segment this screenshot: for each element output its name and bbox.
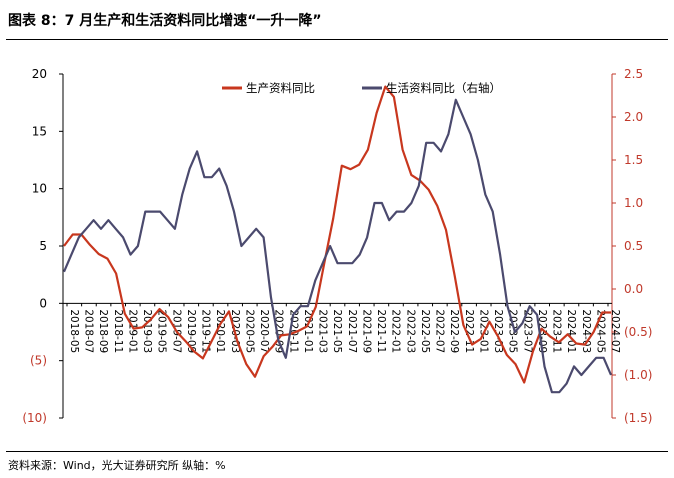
right-axis-tick-label: 1.5	[624, 153, 643, 167]
legend: 生产资料同比 生活资料同比（右轴）	[222, 81, 501, 95]
x-axis-tick-label: 2024-01	[565, 309, 577, 353]
x-axis-tick-label: 2019-01	[126, 309, 138, 353]
x-axis-tick-label: 2019-03	[141, 309, 153, 353]
x-axis-tick-label: 2019-05	[156, 309, 168, 353]
right-axis-tick-label: 2.5	[624, 67, 643, 81]
x-axis-tick-label: 2022-07	[434, 309, 446, 353]
x-axis-tick-label: 2022-05	[419, 309, 431, 353]
title-divider	[6, 39, 668, 40]
x-axis-tick-label: 2022-03	[404, 309, 416, 353]
x-axis-tick-label: 2021-05	[331, 309, 343, 353]
x-axis-labels: 2018-05 2018-07 2018-09 2018-11 2019-01 2019-…	[66, 303, 621, 353]
x-axis-tick-label: 2024-03	[580, 309, 592, 353]
series-lines	[62, 85, 613, 394]
x-axis-tick-label: 2018-09	[97, 309, 109, 353]
left-axis-tick-label: 10	[32, 182, 47, 196]
left-axis-tick-label: (5)	[30, 354, 47, 368]
x-axis-tick-label: 2020-07	[258, 309, 270, 353]
legend-label-2: 生活资料同比（右轴）	[386, 81, 501, 95]
axes: 20 15 10 5 0 (5) (10) 2.5 2.0 1.5 1.0 0.5 0.0 (0.5) (1…	[22, 67, 652, 425]
source-note: 资料来源：Wind，光大证券研究所 纵轴：%	[8, 459, 226, 472]
x-axis-tick-label: 2024-05	[594, 309, 606, 353]
x-axis-tick-label: 2018-05	[68, 309, 80, 353]
chart-title: 图表 8：7 月生产和生活资料同比增速“一升一降”	[8, 13, 322, 29]
left-axis-tick-label: 0	[39, 296, 47, 310]
x-axis-tick-label: 2019-11	[200, 309, 212, 353]
right-axis-tick-label: (1.5)	[624, 411, 652, 425]
x-axis-tick-label: 2021-07	[346, 309, 358, 353]
right-axis-tick-label: 2.0	[624, 110, 643, 124]
x-axis-tick-label: 2022-09	[448, 309, 460, 353]
x-axis-tick-label: 2021-09	[360, 309, 372, 353]
legend-label-1: 生产资料同比	[246, 81, 315, 95]
right-axis-tick-label: (0.5)	[624, 325, 652, 339]
x-axis-tick-label: 2021-11	[375, 309, 387, 353]
x-axis-tick-label: 2022-11	[463, 309, 475, 353]
x-axis-tick-label: 2024-07	[609, 309, 621, 353]
x-axis-tick-label: 2018-07	[83, 309, 95, 353]
x-axis-tick-label: 2023-07	[521, 309, 533, 353]
x-axis-tick-label: 2021-03	[317, 309, 329, 353]
x-axis-tick-label: 2020-11	[287, 309, 299, 353]
x-axis-tick-label: 2023-11	[551, 309, 563, 353]
series-line-2	[62, 98, 613, 394]
x-axis-tick-label: 2018-11	[112, 309, 124, 353]
right-axis-tick-label: 1.0	[624, 196, 643, 210]
right-axis-tick-label: 0.5	[624, 239, 643, 253]
x-axis-tick-label: 2019-09	[185, 309, 197, 353]
left-axis-tick-label: 5	[39, 239, 47, 253]
footer-divider	[6, 451, 668, 452]
right-axis-tick-label: (1.0)	[624, 368, 652, 382]
left-axis-tick-label: (10)	[22, 411, 47, 425]
x-axis-tick-label: 2020-05	[243, 309, 255, 353]
x-axis-tick-label: 2022-01	[390, 309, 402, 353]
series-line-1	[63, 85, 611, 384]
left-axis-tick-label: 20	[32, 67, 47, 81]
right-axis-tick-label: 0.0	[624, 282, 643, 296]
x-axis-tick-label: 2023-05	[507, 309, 519, 353]
left-axis-tick-label: 15	[32, 124, 47, 138]
